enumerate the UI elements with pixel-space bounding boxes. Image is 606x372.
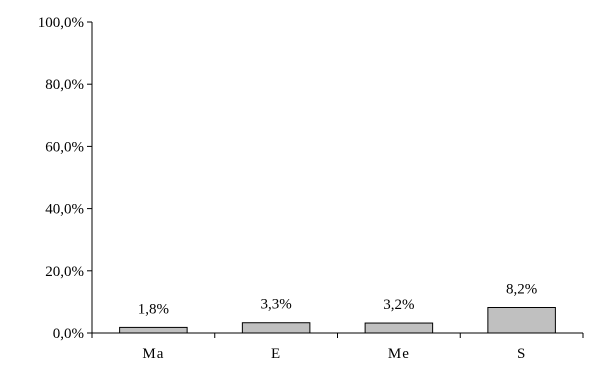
- data-label-ma: 1,8%: [138, 301, 169, 317]
- x-category-label: Me: [388, 346, 410, 362]
- bar-s: [487, 306, 556, 334]
- y-tick-label: 0,0%: [53, 326, 84, 342]
- x-category-label: E: [271, 346, 281, 362]
- y-tick-label: 100,0%: [38, 15, 84, 31]
- data-label-me: 3,2%: [383, 297, 414, 313]
- y-tick-label: 20,0%: [45, 264, 84, 280]
- data-label-s: 8,2%: [506, 281, 537, 297]
- x-axis: Ma E Me S: [91, 332, 584, 362]
- x-category-label: S: [517, 346, 526, 362]
- bar-ma: [119, 326, 188, 334]
- data-label-e: 3,3%: [261, 297, 292, 313]
- y-tick-label: 60,0%: [45, 139, 84, 155]
- y-tick-label: 80,0%: [45, 77, 84, 93]
- x-category-label: Ma: [142, 346, 164, 362]
- y-axis: 0,0% 20,0% 40,0% 60,0% 80,0% 100,0%: [38, 15, 93, 342]
- y-tick-label: 40,0%: [45, 202, 84, 218]
- bars: [119, 306, 556, 334]
- bar-e: [241, 322, 311, 334]
- bar-me: [364, 322, 434, 334]
- data-labels: 1,8% 3,3% 3,2% 8,2%: [138, 281, 538, 317]
